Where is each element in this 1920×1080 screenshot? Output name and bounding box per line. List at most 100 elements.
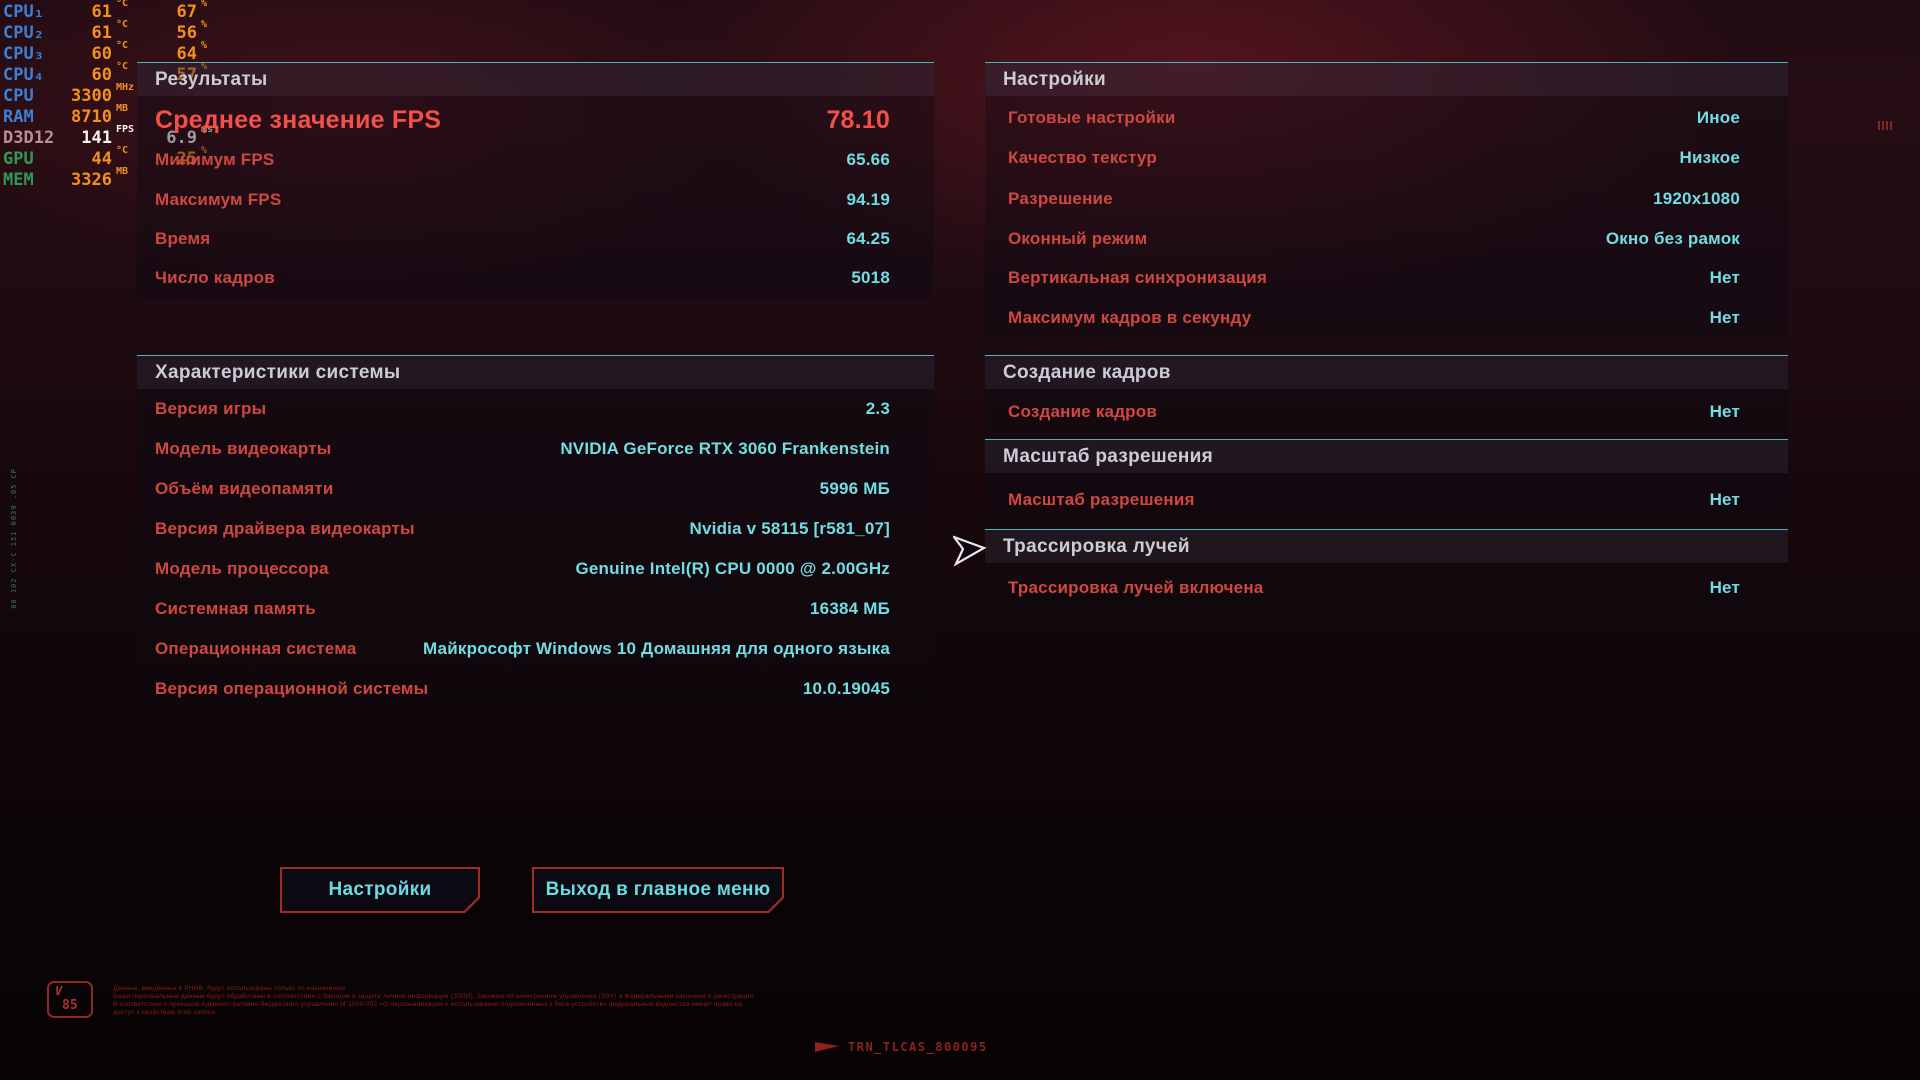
settings-button[interactable]: Настройки [280,867,480,913]
setting-label: Разрешение [1008,189,1113,208]
sysinfo-value: 16384 МБ [810,599,890,618]
badge-letter: V [55,984,63,998]
overlay-unit: °C [116,40,129,51]
result-row-min-fps: Минимум FPS 65.66 [155,148,890,172]
overlay-label: CPU₁ [3,2,44,22]
settings-header: Настройки [985,62,1788,96]
results-header-label: Результаты [155,68,268,90]
res-scale-panel-body [985,473,1788,529]
setting-value: Окно без рамок [1605,229,1740,248]
sysinfo-value: Nvidia v 58115 [r581_07] [689,519,890,538]
overlay-unit: % [201,145,208,156]
overlay-label: CPU [3,86,34,106]
overlay-row-mem: MEM 3326 MB [0,166,232,191]
setting-row-vsync: Вертикальная синхронизация Нет [1008,266,1740,290]
sysinfo-panel-body [137,389,934,710]
sysinfo-row-os-version: Версия операционной системы 10.0.19045 [155,677,890,701]
overlay-value: 67 [176,2,197,22]
res-scale-header-label: Масштаб разрешения [1003,445,1213,467]
overlay-value: 61 [91,2,112,22]
overlay-unit: % [201,61,208,72]
overlay-unit: MHz [116,82,135,93]
overlay-label: D3D12 [3,128,55,148]
result-label: Минимум FPS [155,150,275,169]
ray-tracing-header: Трассировка лучей [985,529,1788,563]
overlay-value: 60 [91,65,112,85]
sysinfo-row-driver-version: Версия драйвера видеокарты Nvidia v 58115… [155,517,890,541]
result-label: Время [155,229,211,248]
setting-value: Нет [1709,578,1740,597]
setting-value: Нет [1709,490,1740,509]
sysinfo-value: Genuine Intel(R) CPU 0000 @ 2.00GHz [575,559,890,578]
sysinfo-row-system-memory: Системная память 16384 МБ [155,597,890,621]
sysinfo-header-label: Характеристики системы [155,361,401,383]
overlay-row-gpu: GPU 44 °C 25% [0,145,232,170]
sysinfo-value: 5996 МБ [819,479,890,498]
frame-gen-panel-body [985,389,1788,439]
session-code: TRN_TLCAS_800095 [848,1040,988,1054]
overlay-value: 3300 [71,86,112,106]
setting-value: Иное [1696,108,1740,127]
overlay-row-cpu1: CPU₁ 61 °C 67% [0,0,232,23]
overlay-unit: °C [116,0,129,9]
ray-tracing-header-label: Трассировка лучей [1003,535,1190,557]
setting-label: Максимум кадров в секунду [1008,308,1252,327]
results-header: Результаты [137,62,934,96]
result-value: 5018 [851,268,890,287]
sysinfo-label: Версия драйвера видеокарты [155,519,415,538]
result-label: Число кадров [155,268,275,287]
overlay-unit: % [201,19,208,30]
setting-row-ray-tracing-enabled: Трассировка лучей включена Нет [1008,576,1740,600]
sysinfo-label: Версия игры [155,399,267,418]
overlay-value: 25 [176,149,197,169]
overlay-value: 141 [81,128,112,148]
sysinfo-value: 10.0.19045 [802,679,890,698]
fine-print-line: В соответствии с приказом Административн… [113,1001,743,1008]
sysinfo-label: Модель видеокарты [155,439,332,458]
setting-row-window-mode: Оконный режим Окно без рамок [1008,227,1740,251]
edge-decorative-code: 08 102 CX-C 151 0039 .05 CP [10,468,18,609]
setting-row-resolution: Разрешение 1920x1080 [1008,187,1740,211]
fine-print-line: Данные, введённые в РНИВ, будут использо… [113,985,348,992]
mouse-cursor-icon [953,535,987,567]
overlay-value: 61 [91,23,112,43]
result-value: 94.19 [846,190,890,209]
sysinfo-label: Операционная система [155,639,357,658]
frame-gen-header-label: Создание кадров [1003,361,1171,383]
setting-label: Масштаб разрешения [1008,490,1195,509]
overlay-unit: FPS [116,124,135,135]
setting-value: Нет [1709,308,1740,327]
setting-value: Нет [1709,402,1740,421]
fine-print-line: доступ к свойствам этой записи. [113,1009,218,1016]
overlay-value: 44 [91,149,112,169]
setting-row-frame-generation: Создание кадров Нет [1008,400,1740,424]
settings-panel-body [985,96,1788,340]
overlay-row-cpu-clock: CPU 3300 MHz [0,82,232,107]
setting-row-texture-quality: Качество текстур Низкое [1008,146,1740,170]
overlay-row-ram: RAM 8710 MB [0,103,232,128]
overlay-value: 57 [176,65,197,85]
sysinfo-label: Системная память [155,599,316,618]
setting-label: Качество текстур [1008,148,1157,167]
setting-label: Готовые настройки [1008,108,1176,127]
sysinfo-label: Версия операционной системы [155,679,429,698]
overlay-label: CPU₄ [3,65,44,85]
setting-label: Трассировка лучей включена [1008,578,1264,597]
overlay-label: GPU [3,149,34,169]
setting-label: Оконный режим [1008,229,1148,248]
sysinfo-header: Характеристики системы [137,355,934,389]
exit-to-main-menu-button[interactable]: Выход в главное меню [532,867,784,913]
overlay-unit: % [201,40,208,51]
setting-label: Создание кадров [1008,402,1158,421]
overlay-unit: ms [201,124,214,135]
settings-header-label: Настройки [1003,68,1106,90]
setting-value: Низкое [1679,148,1740,167]
glitch-mark [1878,121,1894,130]
overlay-value: 64 [176,44,197,64]
settings-button-label: Настройки [282,869,478,911]
session-code-row: TRN_TLCAS_800095 [815,1040,988,1054]
res-scale-header: Масштаб разрешения [985,439,1788,473]
overlay-unit: % [201,0,208,9]
overlay-label: MEM [3,170,34,190]
